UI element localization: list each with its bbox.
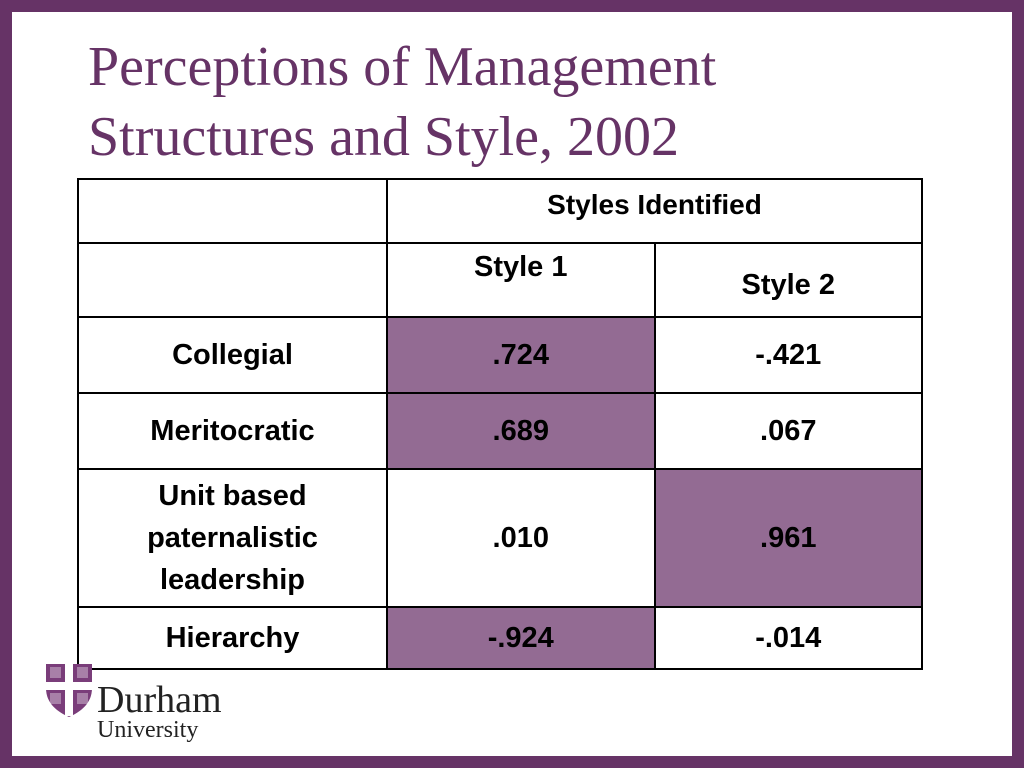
table-row-collegial: Collegial .724 -.421 — [77, 316, 923, 394]
slide-title-line-2: Structures and Style, 2002 — [88, 106, 680, 168]
style-1-value: .724 — [386, 316, 656, 394]
row-label: Hierarchy — [77, 606, 388, 670]
durham-cross-shield-icon — [46, 664, 92, 717]
style-1-value: -.924 — [386, 606, 656, 670]
style-1-value: .010 — [386, 468, 656, 608]
table-row-meritocratic: Meritocratic .689 .067 — [77, 392, 923, 470]
logo-subtitle: University — [97, 717, 199, 743]
style-2-value: -.421 — [653, 316, 923, 394]
empty-corner-cell — [77, 178, 388, 244]
table-header-row-2: Style 1 Style 2 — [77, 242, 923, 318]
slide: Perceptions of Management Structures and… — [12, 12, 1012, 756]
row-label: Collegial — [77, 316, 388, 394]
row-label: Unit based paternalistic leadership — [77, 468, 388, 608]
style-2-header: Style 2 — [653, 242, 923, 318]
slide-title: Perceptions of Management Structures and… — [88, 32, 948, 172]
table-row-unit-based-paternalistic-leadership: Unit based paternalistic leadership .010… — [77, 468, 923, 608]
style-2-value: .961 — [653, 468, 923, 608]
perceptions-table: Styles Identified Style 1 Style 2 Colleg… — [77, 178, 923, 670]
logo-wordmark: Durham University — [97, 680, 222, 742]
styles-identified-header: Styles Identified — [386, 178, 923, 244]
empty-label-header-cell — [77, 242, 388, 318]
style-1-value: .689 — [386, 392, 656, 470]
slide-title-line-1: Perceptions of Management — [88, 36, 717, 98]
style-2-value: .067 — [653, 392, 923, 470]
table-header-row-1: Styles Identified — [77, 178, 923, 244]
style-2-value: -.014 — [653, 606, 923, 670]
style-1-header: Style 1 — [386, 242, 656, 318]
row-label-line: paternalistic — [147, 522, 318, 554]
durham-university-logo: Durham University — [44, 662, 264, 748]
row-label-line: Unit based — [158, 480, 307, 512]
row-label: Meritocratic — [77, 392, 388, 470]
row-label-line: leadership — [159, 564, 306, 596]
logo-name: Durham — [97, 679, 222, 721]
table-row-hierarchy: Hierarchy -.924 -.014 — [77, 606, 923, 670]
